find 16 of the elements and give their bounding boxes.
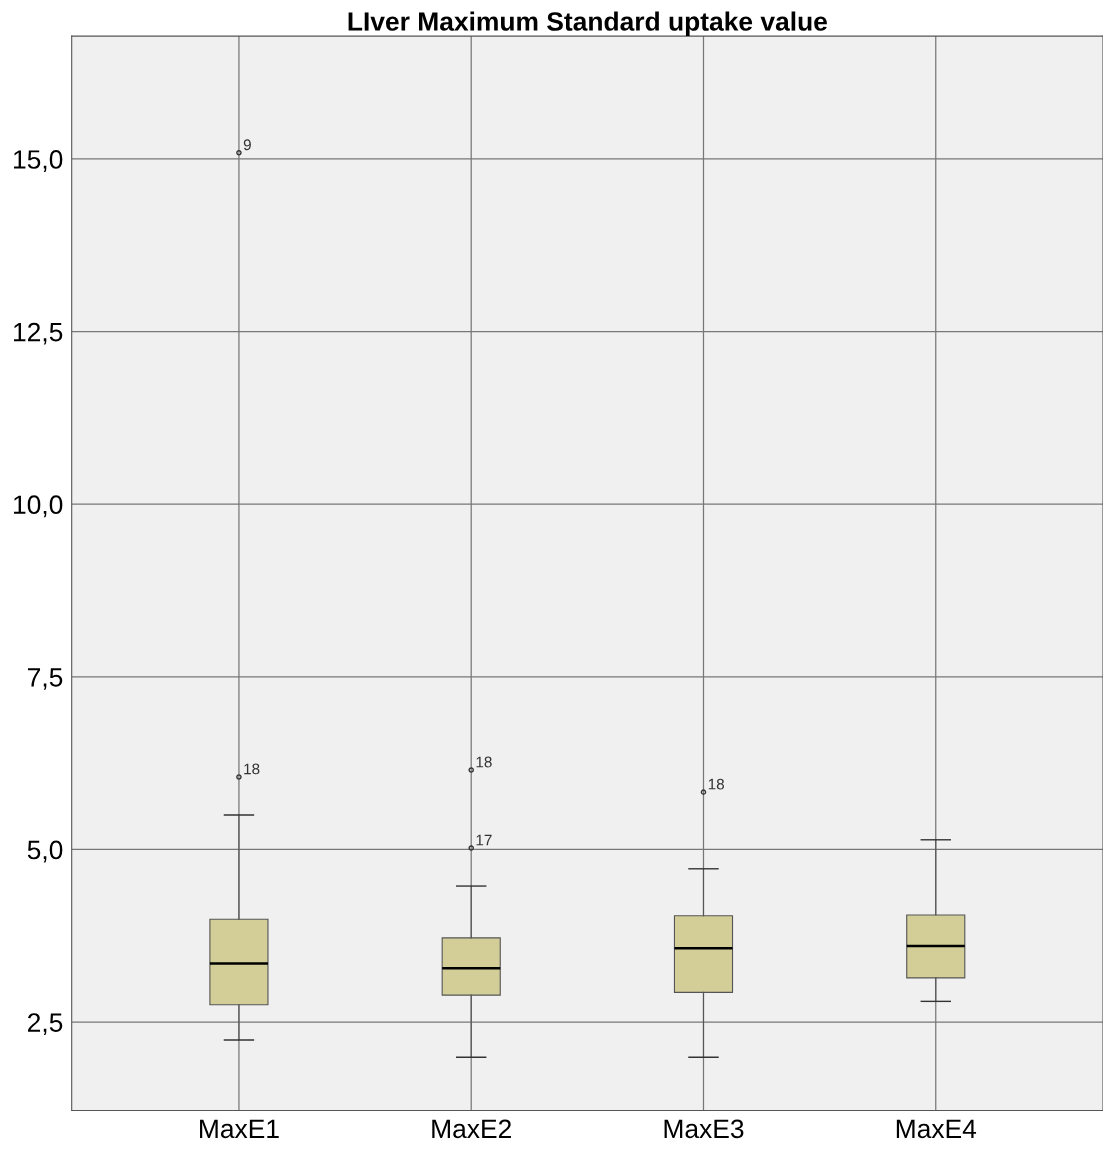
annotation: 18 [476,756,492,768]
annotation: 18 [244,763,260,775]
annotation: 17 [476,834,492,846]
x-tick-label: MaxE3 [664,1119,744,1139]
x-tick-label: MaxE1 [200,1119,279,1139]
annotation: 9 [243,139,251,151]
y-tick-label: 5,0 [27,840,63,863]
y-tick-label: 2,5 [28,1013,63,1036]
y-tick-label: 7,5 [28,668,63,690]
x-tick-label: MaxE4 [896,1119,977,1139]
chart-title: LIver Maximum Standard uptake value [348,11,827,37]
x-tick-label: MaxE2 [432,1119,511,1139]
y-tick-label: 15,0 [14,150,63,172]
annotation: 18 [708,778,724,790]
y-tick-label: 10,0 [14,495,63,518]
y-tick-label: 12,5 [14,322,63,345]
